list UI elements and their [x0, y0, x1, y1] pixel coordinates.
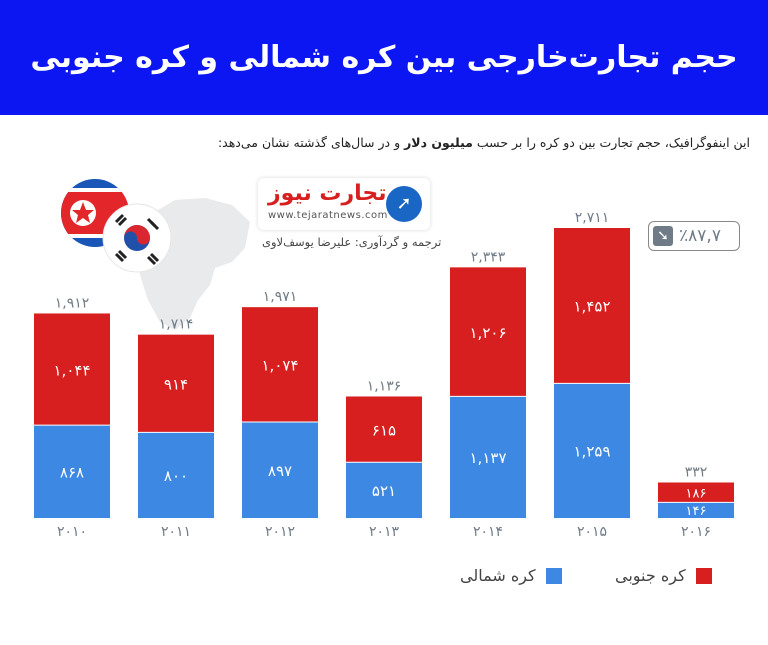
data-label-south: ۱,۲۰۶: [470, 324, 507, 342]
total-label: ۱,۹۱۲: [55, 295, 90, 311]
x-tick-label: ۲۰۱۱: [161, 524, 191, 540]
intro-before: این اینفوگرافیک، حجم تجارت بین دو کره را…: [472, 135, 750, 150]
intro-unit: میلیون دلار: [404, 135, 473, 150]
data-label-north: ۸۹۷: [268, 462, 292, 480]
legend-north-swatch: [545, 567, 562, 584]
data-label-north: ۸۶۸: [60, 464, 84, 482]
south-korea-flag: [102, 203, 172, 273]
bar-north: [138, 432, 214, 518]
data-label-north: ۱۴۶: [686, 504, 707, 519]
data-label-north: ۵۲۱: [372, 482, 396, 500]
arrow-down-right-icon: ➘: [653, 226, 673, 246]
bar-south: [138, 334, 214, 433]
data-label-south: ۶۱۵: [372, 421, 396, 439]
bar-south: [554, 228, 630, 384]
data-label-south: ۹۱۴: [164, 376, 188, 394]
data-label-south: ۱,۴۵۲: [574, 298, 611, 316]
page-title: حجم تجارت‌خارجی بین کره شمالی و کره جنوب…: [30, 40, 738, 75]
data-label-north: ۱,۱۳۷: [470, 449, 507, 467]
x-tick-label: ۲۰۱۲: [265, 524, 295, 540]
intro-text: این اینفوگرافیک، حجم تجارت بین دو کره را…: [218, 135, 750, 150]
bar-south: [34, 313, 110, 426]
total-label: ۱,۱۳۶: [367, 378, 402, 394]
total-label: ۱,۹۷۱: [263, 289, 298, 305]
bar-south: [658, 482, 734, 503]
legend-north: کره شمالی: [460, 566, 562, 585]
x-tick-label: ۲۰۱۶: [681, 524, 711, 540]
data-label-north: ۸۰۰: [164, 467, 188, 485]
bar-south: [346, 396, 422, 463]
total-label: ۳۳۲: [685, 464, 708, 480]
legend-south-swatch: [695, 567, 712, 584]
bar-north: [450, 396, 526, 518]
bar-south: [242, 307, 318, 423]
bar-north: [658, 502, 734, 518]
logo-url: www.tejaratnews.com: [268, 210, 388, 221]
x-tick-label: ۲۰۱۳: [369, 524, 400, 540]
bar-north: [554, 383, 630, 518]
credit-text: ترجمه و گردآوری: علیرضا یوسف‌لاوی: [262, 235, 442, 249]
change-badge: ➘ ٪۸۷,۷: [648, 221, 740, 251]
x-tick-label: ۲۰۱۰: [57, 524, 87, 540]
data-label-south: ۱,۰۴۴: [54, 361, 91, 379]
legend-north-label: کره شمالی: [460, 566, 536, 585]
x-tick-label: ۲۰۱۵: [577, 524, 607, 540]
publisher-logo: تجارت نیوز www.tejaratnews.com ➚: [258, 178, 430, 230]
title-banner: [0, 0, 768, 115]
intro-after: و در سال‌های گذشته نشان می‌دهد:: [217, 135, 405, 150]
x-tick-label: ۲۰۱۴: [473, 524, 503, 540]
legend-south: کره جنوبی: [615, 566, 712, 585]
data-label-south: ۱,۰۷۴: [262, 357, 299, 375]
data-label-north: ۱,۲۵۹: [574, 443, 611, 461]
bar-north: [34, 425, 110, 518]
bar-north: [346, 462, 422, 518]
bar-north: [242, 422, 318, 518]
total-label: ۱,۷۱۴: [159, 317, 194, 333]
change-value: ٪۸۷,۷: [679, 226, 721, 246]
logo-arrow-icon: ➚: [386, 186, 422, 222]
legend-south-label: کره جنوبی: [615, 566, 686, 585]
bar-south: [450, 267, 526, 397]
total-label: ۲,۳۴۳: [471, 249, 506, 265]
total-label: ۲,۷۱۱: [575, 210, 610, 226]
logo-name: تجارت نیوز: [268, 181, 387, 206]
data-label-south: ۱۸۶: [686, 486, 707, 501]
